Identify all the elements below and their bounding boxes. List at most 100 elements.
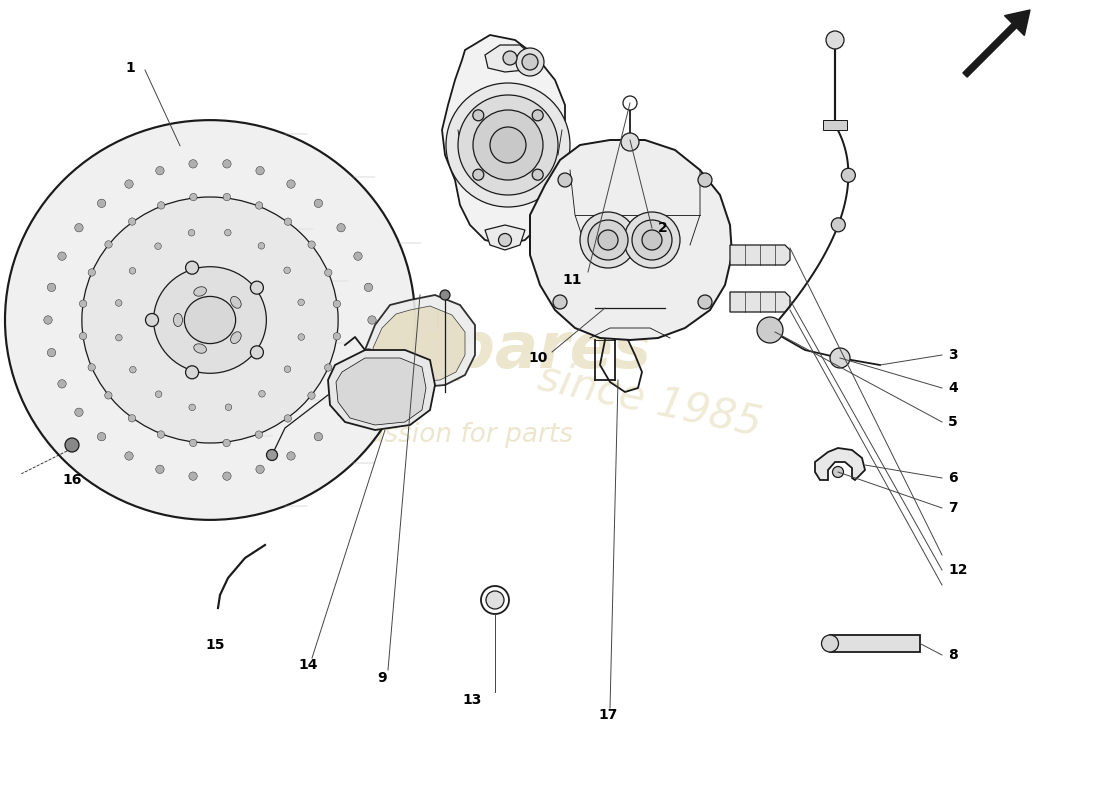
- Circle shape: [486, 591, 504, 609]
- Circle shape: [287, 180, 295, 188]
- Circle shape: [284, 414, 292, 422]
- Text: 8: 8: [948, 648, 958, 662]
- Circle shape: [833, 466, 844, 478]
- Polygon shape: [823, 120, 847, 130]
- Text: 4: 4: [948, 381, 958, 395]
- Circle shape: [251, 346, 263, 359]
- Circle shape: [558, 173, 572, 187]
- Circle shape: [308, 241, 316, 248]
- Text: 9: 9: [377, 671, 387, 685]
- Circle shape: [337, 223, 345, 232]
- Circle shape: [842, 168, 856, 182]
- Ellipse shape: [231, 297, 241, 308]
- Circle shape: [79, 332, 87, 340]
- Circle shape: [189, 472, 197, 480]
- Circle shape: [124, 180, 133, 188]
- Circle shape: [222, 160, 231, 168]
- Circle shape: [226, 404, 232, 410]
- Polygon shape: [815, 448, 865, 480]
- Ellipse shape: [194, 286, 207, 296]
- Circle shape: [598, 230, 618, 250]
- Text: 3: 3: [948, 348, 958, 362]
- Circle shape: [116, 300, 122, 306]
- Circle shape: [258, 390, 265, 397]
- Ellipse shape: [81, 197, 338, 443]
- Circle shape: [186, 261, 199, 274]
- Text: 16: 16: [63, 473, 81, 487]
- Text: 10: 10: [529, 351, 548, 365]
- Circle shape: [473, 110, 484, 121]
- Circle shape: [104, 241, 112, 248]
- Circle shape: [47, 349, 56, 357]
- Circle shape: [490, 127, 526, 163]
- Text: 6: 6: [948, 471, 958, 485]
- Text: 15: 15: [206, 638, 224, 652]
- Circle shape: [116, 334, 122, 341]
- Polygon shape: [530, 140, 732, 340]
- Circle shape: [473, 110, 543, 180]
- Circle shape: [516, 48, 544, 76]
- Circle shape: [315, 433, 322, 441]
- Circle shape: [65, 438, 79, 452]
- Circle shape: [698, 295, 712, 309]
- Circle shape: [284, 267, 290, 274]
- Circle shape: [255, 202, 263, 209]
- Circle shape: [157, 431, 165, 438]
- Ellipse shape: [6, 120, 415, 520]
- Circle shape: [503, 51, 517, 65]
- Circle shape: [367, 316, 376, 324]
- Circle shape: [522, 54, 538, 70]
- Circle shape: [308, 392, 316, 399]
- Circle shape: [156, 465, 164, 474]
- Polygon shape: [336, 358, 426, 425]
- Polygon shape: [730, 245, 790, 265]
- Circle shape: [333, 300, 341, 308]
- Circle shape: [88, 269, 96, 276]
- Circle shape: [129, 267, 135, 274]
- Circle shape: [588, 220, 628, 260]
- Circle shape: [532, 110, 543, 121]
- Text: 14: 14: [298, 658, 318, 672]
- Circle shape: [189, 404, 196, 410]
- Polygon shape: [365, 295, 475, 388]
- Circle shape: [621, 133, 639, 151]
- Circle shape: [75, 408, 84, 417]
- Circle shape: [822, 635, 838, 652]
- Circle shape: [251, 281, 263, 294]
- Circle shape: [224, 230, 231, 236]
- Circle shape: [189, 160, 197, 168]
- Circle shape: [632, 220, 672, 260]
- Polygon shape: [328, 350, 435, 430]
- Polygon shape: [485, 45, 535, 72]
- Text: 11: 11: [562, 273, 582, 287]
- Circle shape: [757, 317, 783, 343]
- Circle shape: [255, 431, 263, 438]
- Circle shape: [298, 299, 305, 306]
- Circle shape: [98, 433, 106, 441]
- Circle shape: [104, 392, 112, 399]
- Circle shape: [130, 366, 136, 373]
- Circle shape: [826, 31, 844, 49]
- Circle shape: [284, 366, 290, 373]
- Circle shape: [287, 452, 295, 460]
- Circle shape: [47, 283, 56, 291]
- Circle shape: [88, 364, 96, 371]
- Ellipse shape: [174, 314, 183, 326]
- Circle shape: [354, 380, 362, 388]
- Circle shape: [258, 242, 265, 249]
- Circle shape: [580, 212, 636, 268]
- Text: a passion for parts: a passion for parts: [327, 422, 573, 448]
- Polygon shape: [485, 225, 525, 250]
- Ellipse shape: [185, 297, 235, 343]
- Polygon shape: [373, 306, 465, 382]
- Text: 5: 5: [948, 415, 958, 429]
- Polygon shape: [830, 635, 920, 652]
- Ellipse shape: [154, 266, 266, 374]
- Circle shape: [156, 166, 164, 175]
- Circle shape: [698, 173, 712, 187]
- FancyArrow shape: [962, 10, 1030, 77]
- Circle shape: [266, 450, 277, 461]
- Circle shape: [223, 194, 231, 201]
- Circle shape: [324, 269, 332, 276]
- Circle shape: [145, 314, 158, 326]
